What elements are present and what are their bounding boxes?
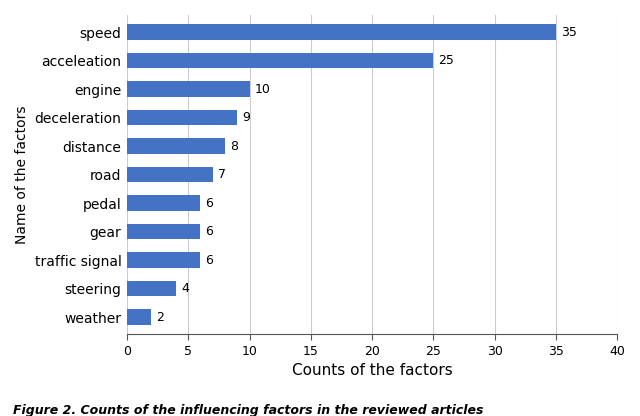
Bar [127, 195, 200, 211]
Text: 8: 8 [230, 140, 238, 153]
Y-axis label: Name of the factors: Name of the factors [15, 105, 29, 244]
X-axis label: Counts of the factors: Counts of the factors [292, 363, 452, 378]
Text: 7: 7 [218, 168, 226, 181]
Text: 6: 6 [205, 254, 213, 267]
Bar [127, 281, 176, 296]
Text: 35: 35 [561, 26, 577, 39]
Bar [127, 138, 225, 154]
Text: Figure 2. Counts of the influencing factors in the reviewed articles: Figure 2. Counts of the influencing fact… [13, 404, 483, 416]
Text: 6: 6 [205, 225, 213, 238]
Text: 9: 9 [242, 111, 250, 124]
Bar [127, 224, 200, 239]
Bar [127, 167, 212, 182]
Text: 10: 10 [255, 83, 270, 96]
Text: 6: 6 [205, 197, 213, 210]
Bar [127, 24, 556, 40]
Text: 25: 25 [438, 54, 454, 67]
Bar [127, 309, 152, 325]
Bar [127, 110, 237, 125]
Bar [127, 53, 433, 68]
Text: 4: 4 [181, 282, 189, 295]
Text: 2: 2 [156, 311, 164, 324]
Bar [127, 81, 250, 97]
Bar [127, 252, 200, 268]
